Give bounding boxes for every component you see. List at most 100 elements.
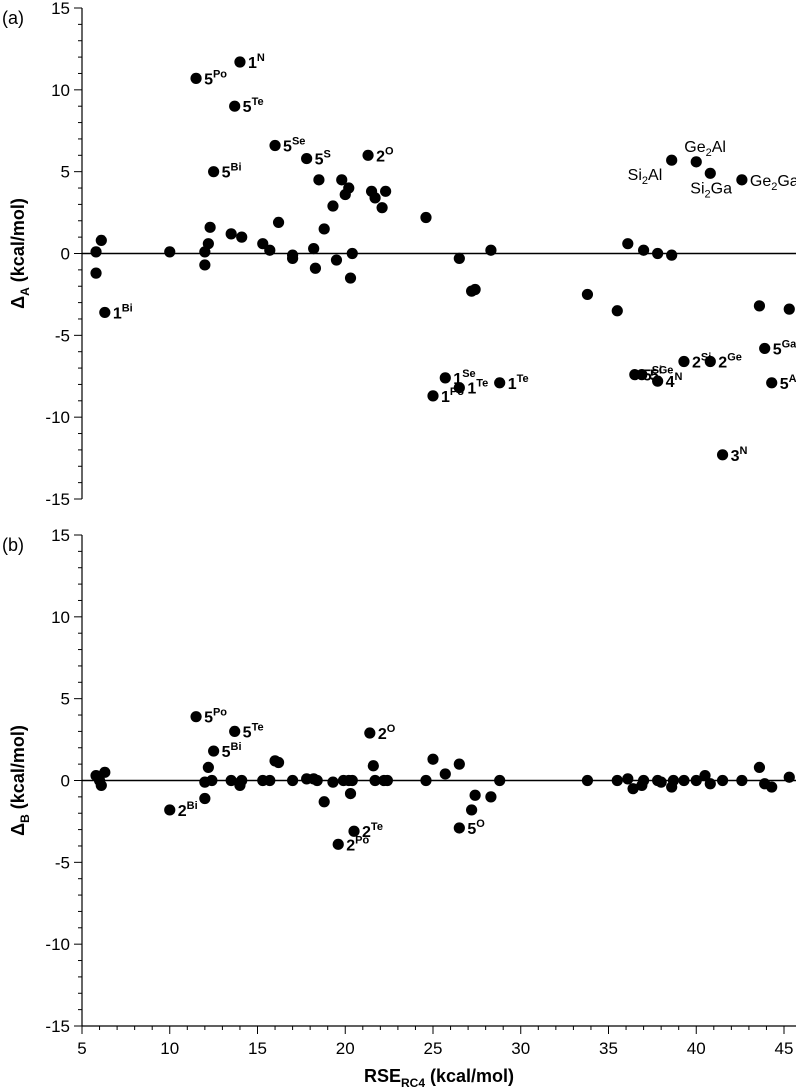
data-point (666, 249, 678, 261)
point-label-sup: Si (701, 352, 711, 364)
data-point (453, 822, 465, 834)
point-label: 5Se (283, 135, 305, 155)
data-point (318, 796, 330, 808)
y-axis-title: ΔB (kcal/mol) (8, 725, 32, 836)
point-label-base: 2 (718, 355, 727, 372)
point-label-a: Si (690, 180, 704, 197)
point-label-sup: N (675, 371, 683, 383)
data-point (362, 149, 374, 161)
data-point (234, 56, 246, 68)
point-label: 2O (378, 723, 396, 743)
data-point (678, 774, 690, 787)
point-label-base: 5 (243, 99, 252, 116)
point-label: 5O (467, 818, 485, 838)
data-point (638, 774, 650, 787)
data-point (208, 745, 220, 757)
data-point (469, 283, 481, 296)
data-point (313, 174, 325, 186)
point-label-b: Ga (711, 180, 732, 197)
data-point (736, 174, 748, 186)
point-label-sup: Po (355, 834, 369, 846)
data-point (439, 372, 451, 384)
point-label: 1Se (453, 368, 475, 388)
point-label-base: 5 (773, 341, 782, 358)
point-label-sub: 2 (706, 147, 712, 159)
point-label-sup: Te (476, 378, 488, 390)
point-label-sup: Bi (122, 302, 133, 314)
point-label-base: 5 (222, 165, 231, 182)
data-point (367, 760, 379, 772)
x-tick-label: 10 (160, 1039, 179, 1058)
point-label-base: 5 (222, 744, 231, 761)
point-label-sup: Bi (231, 162, 242, 174)
y-tick-label: -10 (45, 408, 70, 427)
data-point (453, 252, 465, 265)
point-label: 1Te (467, 378, 488, 398)
point-label-sup: Al (789, 373, 796, 385)
data-point (190, 711, 202, 723)
data-point (666, 154, 678, 166)
x-axis-title-unit: (kcal/mol) (425, 1066, 514, 1086)
point-label-b: Al (712, 139, 726, 156)
point-label-base: 5 (243, 724, 252, 741)
point-label-base: 2 (362, 824, 371, 841)
data-point (95, 234, 107, 247)
point-label-base: 2 (378, 726, 387, 743)
point-label-b: Ga (777, 173, 796, 190)
point-label-sup: Te (371, 821, 383, 833)
point-label: 2Po (346, 834, 369, 854)
panel-label: (b) (2, 535, 24, 555)
point-label-sup: O (387, 723, 396, 735)
point-label-base: 3 (731, 448, 740, 465)
point-label: 5Al (780, 373, 796, 393)
point-label-sup: Te (252, 96, 264, 108)
y-tick-label: -5 (55, 853, 70, 872)
data-point (190, 72, 202, 84)
point-label-base: 2 (692, 355, 701, 372)
point-label-sup: Po (213, 707, 227, 719)
data-point (309, 262, 322, 274)
data-point (330, 254, 343, 266)
data-point (301, 152, 313, 165)
point-label: 3N (731, 445, 748, 465)
data-point (581, 288, 594, 301)
data-point (164, 804, 176, 816)
data-point (427, 390, 439, 402)
x-axis-title: RSERC4 (kcal/mol) (364, 1066, 514, 1089)
data-point (364, 727, 376, 739)
point-label: 1Bi (113, 302, 133, 322)
point-label: Si2Al (628, 167, 663, 187)
x-tick-label: 25 (424, 1039, 443, 1058)
data-point (225, 228, 237, 240)
data-point (783, 771, 795, 783)
point-label-sup: Si (652, 365, 662, 377)
data-point (622, 773, 634, 785)
data-point (376, 202, 388, 214)
data-point (90, 246, 102, 258)
y-axis-title-unit: (kcal/mol) (8, 725, 28, 814)
data-point (346, 774, 358, 787)
point-label-a: Ge (750, 173, 771, 190)
point-label: 5Po (204, 707, 227, 727)
y-tick-label: 0 (61, 245, 70, 264)
data-point (90, 267, 102, 279)
point-label: Si2Ga (690, 180, 732, 200)
data-point (343, 182, 355, 194)
y-tick-label: 10 (51, 608, 70, 627)
data-point (311, 774, 323, 787)
data-point (164, 246, 176, 258)
data-point (346, 247, 358, 260)
point-label-a: Si (628, 167, 642, 184)
point-label-sup: Po (213, 68, 227, 80)
data-point (308, 242, 320, 255)
y-tick-label: 5 (61, 690, 70, 709)
data-point (206, 774, 218, 787)
data-point (204, 221, 216, 233)
data-point (655, 776, 667, 788)
point-label-base: 1 (248, 55, 257, 72)
data-point (344, 272, 357, 284)
data-point (494, 774, 506, 787)
data-point (611, 305, 623, 317)
